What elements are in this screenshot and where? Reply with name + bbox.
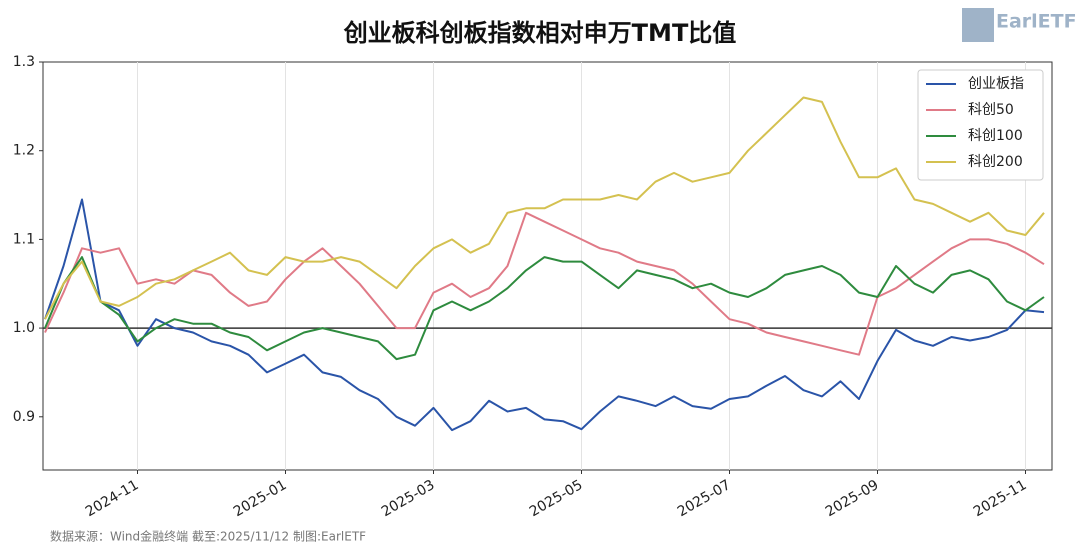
series-line bbox=[44, 198, 1045, 432]
x-tick-label: 2024-11 bbox=[83, 477, 142, 520]
series-line bbox=[44, 96, 1045, 320]
x-tick-label: 2025-01 bbox=[231, 477, 290, 520]
y-tick-label: 0.9 bbox=[13, 409, 35, 425]
x-tick-label: 2025-11 bbox=[971, 477, 1030, 520]
x-tick-label: 2025-07 bbox=[675, 477, 734, 520]
legend-label: 科创200 bbox=[968, 154, 1023, 170]
chart-title: 创业板科创板指数相对申万TMT比值 bbox=[343, 19, 737, 47]
legend-label: 科创50 bbox=[968, 102, 1014, 118]
source-note: 数据来源：Wind金融终端 截至:2025/11/12 制图:EarlETF bbox=[50, 529, 366, 544]
legend-label: 创业板指 bbox=[968, 76, 1024, 92]
legend-label: 科创100 bbox=[968, 128, 1023, 144]
y-tick-label: 1.3 bbox=[13, 54, 35, 70]
series-line bbox=[44, 256, 1045, 361]
logo-icon bbox=[962, 8, 994, 42]
plot-frame bbox=[42, 61, 1053, 471]
x-tick-label: 2025-03 bbox=[379, 477, 438, 520]
x-tick-label: 2025-09 bbox=[823, 477, 882, 520]
y-tick-label: 1.2 bbox=[13, 143, 35, 159]
logo: EarlETF bbox=[996, 11, 1077, 33]
y-tick-label: 1.0 bbox=[13, 320, 35, 336]
legend-box bbox=[917, 69, 1044, 181]
y-tick-label: 1.1 bbox=[13, 231, 35, 247]
x-tick-label: 2025-05 bbox=[527, 477, 586, 520]
